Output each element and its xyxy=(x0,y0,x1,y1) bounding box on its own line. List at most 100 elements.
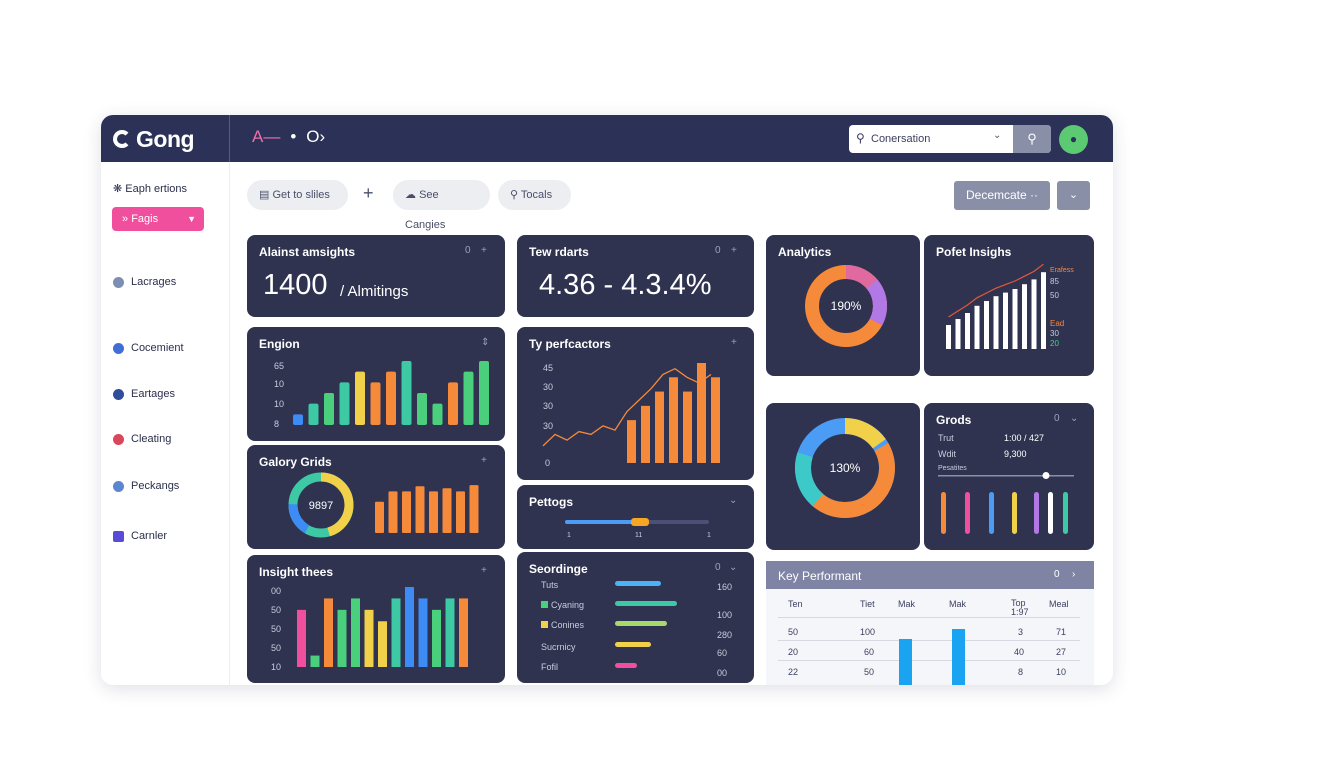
plus-icon[interactable]: + xyxy=(731,245,737,256)
chevron-down-icon: ▼ xyxy=(187,214,196,224)
chevron-down-icon[interactable]: ⌄ xyxy=(729,495,738,506)
bar xyxy=(432,609,441,667)
plus-icon[interactable]: + xyxy=(481,565,487,576)
chevron-down-icon[interactable]: ⌄ xyxy=(1070,413,1079,424)
search-button[interactable]: ⚲ xyxy=(1013,125,1051,153)
avatar[interactable]: ● xyxy=(1059,125,1088,154)
bar xyxy=(941,492,946,534)
bar xyxy=(697,363,706,463)
row-label: Conines xyxy=(541,620,584,630)
bar xyxy=(405,587,414,667)
progress-slider[interactable]: 1 11 1 xyxy=(517,485,754,549)
card-analytics: Analytics 190% xyxy=(766,235,920,376)
toolbar-button-tocals[interactable]: ⚲ Tocals xyxy=(498,180,571,210)
bar xyxy=(364,609,374,667)
axis-tick: 30 xyxy=(543,382,554,392)
nav-arrows[interactable]: O› xyxy=(306,127,326,146)
sidebar-item-carnler[interactable]: Carnler xyxy=(113,530,167,542)
axis-tick: 10 xyxy=(271,662,282,672)
info-icon[interactable]: 0 xyxy=(715,562,721,573)
bar xyxy=(310,655,320,667)
bar xyxy=(946,325,951,349)
nav-dot[interactable]: • xyxy=(290,127,297,146)
axis-tick: 10 xyxy=(274,399,285,409)
info-icon[interactable]: 0 xyxy=(465,245,471,256)
search-input[interactable] xyxy=(871,125,1011,153)
card-pettogs: Pettogs ⌄ 1 11 1 xyxy=(517,485,754,549)
info-icon[interactable]: 0 xyxy=(1054,569,1060,580)
bar-chart xyxy=(293,361,489,425)
legend-swatch xyxy=(541,601,548,608)
card-title: Engion xyxy=(259,337,300,351)
search-icon: ⚲ xyxy=(856,131,865,145)
sidebar-item-lacrages[interactable]: Lacrages xyxy=(113,276,176,288)
decemcate-button[interactable]: Decemcate ·· xyxy=(954,181,1050,210)
search-box[interactable]: ⚲ ⌄ ⚲ xyxy=(849,125,1051,153)
table-cell: 60 xyxy=(864,647,875,657)
sidebar-item-peckangs[interactable]: Peckangs xyxy=(113,480,179,492)
plus-icon[interactable]: + xyxy=(481,245,487,256)
card-grods: Grods 0 ⌄ Trut 1:00 / 427 Wdit 9,300 Pes… xyxy=(924,403,1094,550)
card-title: Insight thees xyxy=(259,565,334,579)
column-header: Ten xyxy=(788,599,803,609)
logo[interactable]: Gong xyxy=(113,125,195,153)
card-galory-grids: Galory Grids + 9897 xyxy=(247,445,505,549)
plus-icon[interactable]: + xyxy=(731,337,737,348)
legend-entry: 50 xyxy=(1050,291,1059,300)
sidebar-item-cocemient[interactable]: Cocemient xyxy=(113,342,184,354)
toolbar-button-get-to-sliles[interactable]: ▤ Get to sliles xyxy=(247,180,348,210)
item-icon xyxy=(113,480,124,492)
bar xyxy=(370,382,381,425)
donut-center-label: 130% xyxy=(830,461,861,475)
bar xyxy=(965,313,970,349)
expand-icon[interactable]: ⇕ xyxy=(481,337,490,348)
chevron-down-icon[interactable]: ⌄ xyxy=(729,562,738,573)
nav-a[interactable]: A— xyxy=(252,127,281,146)
table-divider xyxy=(778,640,1080,641)
column-header: Mak xyxy=(949,599,967,609)
row-value: 00 xyxy=(717,668,728,678)
metric-value: 4.36 - 4.3.4% xyxy=(539,269,712,301)
top-nav: A— • O› xyxy=(252,127,325,147)
bar xyxy=(432,403,443,425)
bar xyxy=(401,361,412,425)
card-title: Alainst amsights xyxy=(259,245,356,259)
axis-tick: 1 xyxy=(707,532,711,539)
slider-handle[interactable] xyxy=(1042,472,1050,479)
card-pofet-insighs: Pofet Insighs Erafess 85 50 Ead 30 20 xyxy=(924,235,1094,376)
bar xyxy=(324,393,334,425)
sidebar-item-cleating[interactable]: Cleating xyxy=(113,433,171,445)
card-title: Tew rdarts xyxy=(529,245,589,259)
table-divider xyxy=(778,617,1080,618)
bar xyxy=(627,420,636,463)
donut-segment-yellow xyxy=(795,418,895,518)
add-button[interactable]: + xyxy=(363,183,374,203)
bar xyxy=(1034,492,1039,534)
bar xyxy=(391,598,401,667)
key-performant-table: Key Performant 0 › Ten Tiet Mak Mak Top … xyxy=(766,561,1094,685)
topbar-divider xyxy=(229,115,230,162)
chevron-right-icon[interactable]: › xyxy=(1072,569,1076,580)
bar xyxy=(1048,492,1053,534)
axis-tick: 11 xyxy=(635,532,642,539)
chevron-down-icon[interactable]: ⌄ xyxy=(993,130,1002,141)
axis-tick: 1 xyxy=(567,532,571,539)
row-value: 60 xyxy=(717,648,728,658)
donut-chart: 130% xyxy=(795,418,895,518)
bar xyxy=(1003,292,1008,349)
bar xyxy=(1041,272,1046,349)
sidebar-dropdown-button[interactable]: » Fagis ▼ xyxy=(112,207,204,231)
chevron-down-button[interactable]: ⌄ xyxy=(1057,181,1090,210)
toolbar-button-see-cangies[interactable]: ☁ See Cangies xyxy=(393,180,490,231)
sidebar-header[interactable]: ❋ Eaph ertions xyxy=(113,183,188,195)
plus-icon[interactable]: + xyxy=(481,455,487,466)
slider-handle[interactable] xyxy=(631,518,649,526)
bar xyxy=(445,598,455,667)
column-header: Mak xyxy=(898,599,916,609)
card-title: Analytics xyxy=(778,245,832,259)
info-icon[interactable]: 0 xyxy=(715,245,721,256)
sidebar-item-eartages[interactable]: Eartages xyxy=(113,388,175,400)
info-icon[interactable]: 0 xyxy=(1054,413,1060,424)
bar xyxy=(655,391,664,463)
axis-tick: 30 xyxy=(543,401,554,411)
